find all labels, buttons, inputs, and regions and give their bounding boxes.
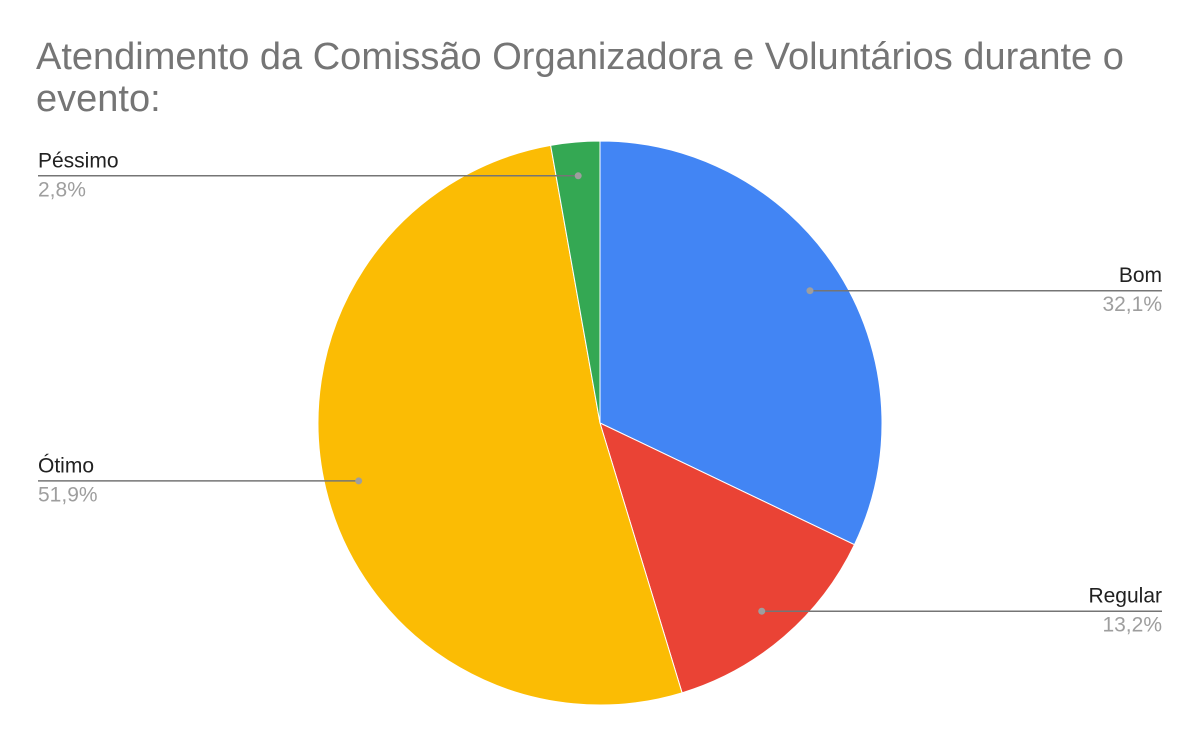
leader-dot	[355, 477, 363, 485]
slice-value-label: 2,8%	[38, 178, 86, 201]
slice-label: Ótimo	[38, 454, 94, 477]
slice-value-label: 32,1%	[1102, 293, 1162, 316]
leader-dot	[806, 287, 814, 295]
chart-title: Atendimento da Comissão Organizadora e V…	[36, 36, 1124, 120]
pie-slice	[317, 144, 683, 706]
pie-slice	[550, 140, 601, 424]
slice-label: Regular	[1088, 585, 1162, 608]
slice-label: Péssimo	[38, 149, 119, 172]
pie-slice	[599, 140, 883, 546]
slice-label: Bom	[1119, 264, 1162, 287]
slice-value-label: 13,2%	[1102, 614, 1162, 637]
pie-slice	[599, 422, 856, 694]
slice-value-label: 51,9%	[38, 483, 98, 506]
leader-dot	[758, 607, 766, 615]
leader-dot	[574, 172, 582, 180]
